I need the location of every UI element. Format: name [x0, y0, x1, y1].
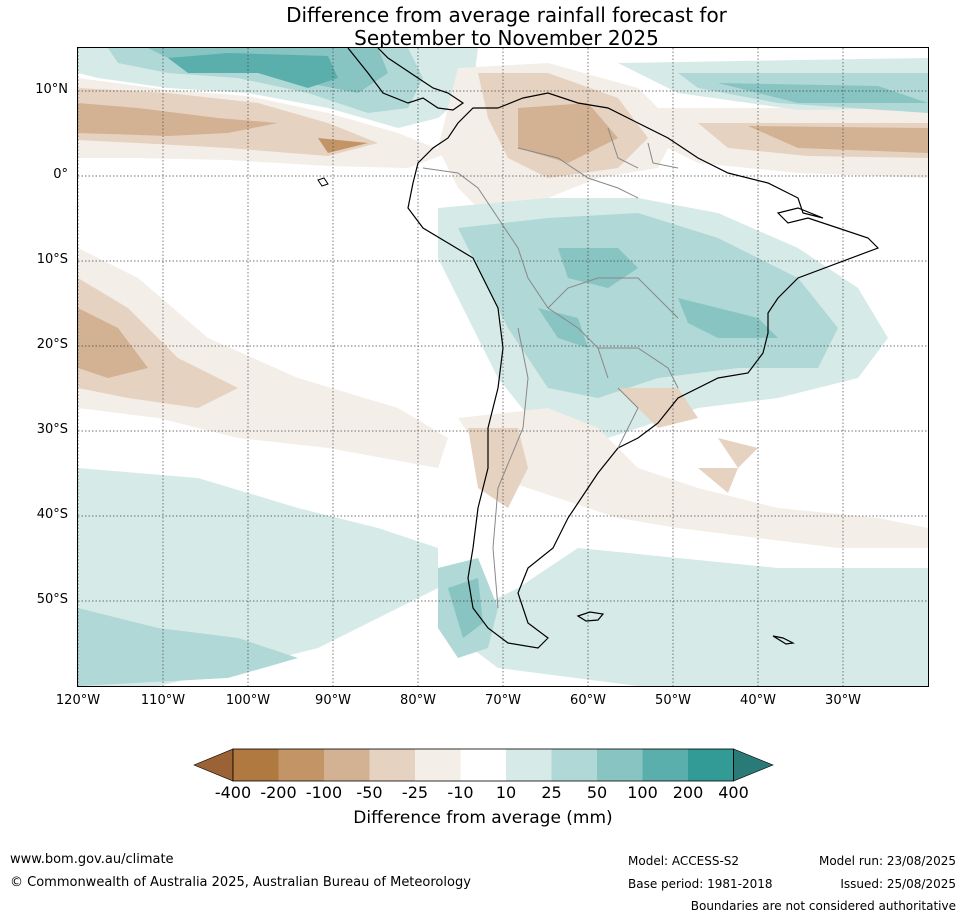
title-line-2: September to November 2025 — [354, 26, 659, 50]
colour-bar-segment — [688, 749, 734, 781]
south-america-coastline — [407, 92, 880, 649]
colour-bar-segment — [460, 749, 506, 781]
title-line-1: Difference from average rainfall forecas… — [286, 3, 727, 27]
colour-bar-segment — [551, 749, 597, 781]
anomaly-contour — [78, 103, 278, 136]
lat-label-20s: 20°S — [36, 337, 68, 352]
colour-bar-outline — [232, 748, 734, 782]
cb-tick: -100 — [305, 783, 343, 802]
lon-label-80w: 80°W — [400, 693, 436, 708]
anomaly-contour — [748, 126, 928, 153]
boundaries-disclaimer: Boundaries are not considered authoritat… — [690, 899, 956, 913]
cb-tick: -25 — [401, 783, 429, 802]
cb-tick: 100 — [627, 783, 658, 802]
lat-label-0: 0° — [53, 167, 68, 182]
colour-bar-segment — [324, 749, 370, 781]
map-svg — [78, 48, 928, 686]
anomaly-contour — [78, 248, 448, 468]
cb-tick: 25 — [541, 783, 562, 802]
cb-tick: 400 — [718, 783, 749, 802]
cb-tick: -50 — [356, 783, 383, 802]
cb-tick: -400 — [214, 783, 252, 802]
colour-bar — [193, 748, 774, 782]
anomaly-contour — [718, 83, 928, 103]
anomaly-shading — [78, 48, 928, 686]
colour-bar-segment — [369, 749, 415, 781]
cb-tick: 200 — [672, 783, 704, 802]
colour-bar-label: Difference from average (mm) — [353, 808, 613, 828]
galapagos — [317, 177, 329, 187]
lat-label-50s: 50°S — [36, 592, 68, 607]
rainfall-anomaly-map — [77, 47, 929, 687]
south-georgia — [772, 635, 795, 645]
anomaly-contour — [448, 578, 483, 638]
anomaly-contour — [458, 408, 928, 548]
cb-tick: -10 — [447, 783, 474, 802]
lon-label-70w: 70°W — [485, 693, 521, 708]
lon-label-110w: 110°W — [140, 693, 186, 708]
lon-label-120w: 120°W — [55, 693, 101, 708]
colour-bar-segment — [642, 749, 688, 781]
map-title: Difference from average rainfall forecas… — [0, 4, 965, 50]
central-america-coastline — [347, 48, 465, 111]
lat-label-10n: 10°N — [35, 82, 68, 97]
graticule — [78, 48, 928, 686]
colour-bar-segment — [415, 749, 461, 781]
colour-bar-segment — [233, 749, 279, 781]
model-name: Model: ACCESS-S2 — [628, 854, 740, 868]
copyright: © Commonwealth of Australia 2025, Austra… — [10, 875, 471, 890]
anomaly-contour — [78, 608, 298, 686]
cb-tick: -200 — [260, 783, 297, 802]
cb-tick: 10 — [495, 783, 517, 802]
anomaly-contour — [618, 388, 758, 493]
anomaly-contour — [538, 248, 778, 348]
colour-bar-below-400 — [193, 748, 234, 782]
lon-label-40w: 40°W — [740, 693, 776, 708]
base-period: Base period: 1981-2018 — [628, 877, 773, 891]
anomaly-contour — [468, 428, 528, 508]
lat-label-40s: 40°S — [36, 507, 68, 522]
anomaly-contour — [168, 53, 338, 88]
colour-bar-segment — [506, 749, 552, 781]
country-borders — [422, 127, 679, 609]
colour-bar-segment — [597, 749, 643, 781]
anomaly-contour — [318, 138, 368, 153]
lon-label-30w: 30°W — [825, 693, 861, 708]
lon-label-100w: 100°W — [225, 693, 271, 708]
lat-label-30s: 30°S — [36, 422, 68, 437]
anomaly-contour — [518, 103, 618, 163]
colour-bar-segment — [278, 749, 324, 781]
lat-label-10s: 10°S — [36, 252, 68, 267]
colour-bar-above-400 — [733, 748, 774, 782]
cb-tick: 50 — [586, 783, 608, 802]
lon-label-90w: 90°W — [315, 693, 351, 708]
issued-date: Issued: 25/08/2025 — [840, 877, 956, 891]
falkland-islands — [576, 611, 605, 622]
website-link[interactable]: www.bom.gov.au/climate — [10, 852, 174, 867]
model-run: Model run: 23/08/2025 — [818, 854, 956, 868]
lon-label-60w: 60°W — [570, 693, 606, 708]
anomaly-contour — [458, 548, 928, 686]
anomaly-contour — [78, 308, 148, 378]
lon-label-50w: 50°W — [655, 693, 691, 708]
